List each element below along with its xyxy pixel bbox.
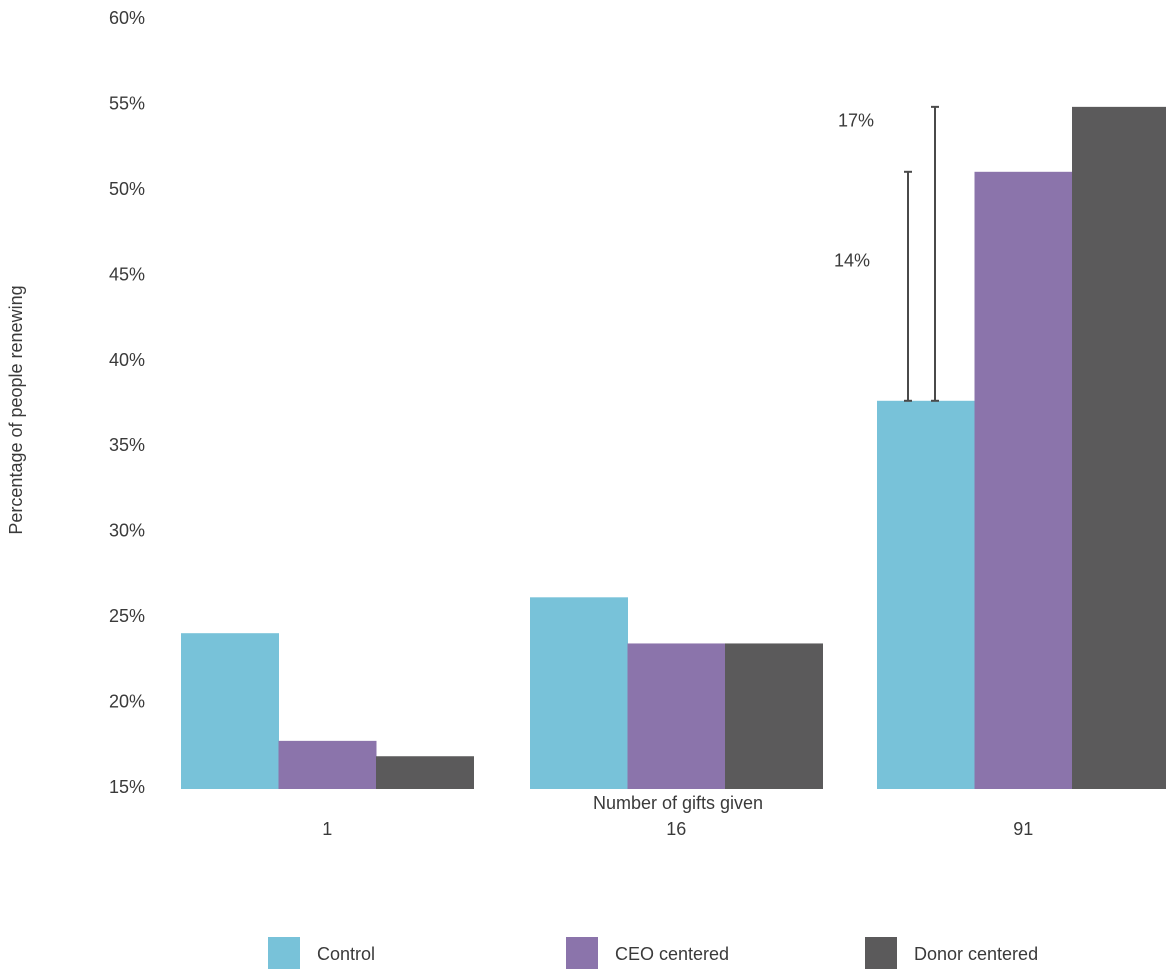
bar-ceo-centered-16 (627, 643, 726, 789)
y-axis-title: Percentage of people renewing (6, 285, 26, 534)
bar-control-16 (530, 597, 628, 789)
y-tick-label: 50% (109, 179, 145, 199)
legend-label: CEO centered (615, 944, 729, 964)
annotation-label: 17% (838, 111, 874, 131)
bar-donor-centered-16 (725, 643, 823, 789)
y-tick-label: 55% (109, 93, 145, 113)
y-tick-label: 15% (109, 777, 145, 797)
y-tick-label: 60% (109, 8, 145, 28)
bar-donor-centered-1 (376, 756, 474, 789)
x-tick-label: 16 (666, 819, 686, 839)
legend-swatch (865, 937, 897, 969)
bar-control-1 (181, 633, 279, 789)
y-tick-label: 20% (109, 692, 145, 712)
legend-item: CEO centered (566, 937, 729, 969)
bars (181, 106, 1166, 790)
bar-control-91 (877, 400, 975, 789)
annotation-bracket: 17% (838, 105, 939, 402)
y-tick-label: 35% (109, 435, 145, 455)
difference-annotations: 14% 17% (834, 105, 939, 402)
bar-donor-centered-91 (1072, 106, 1166, 789)
x-tick-label: 91 (1013, 819, 1033, 839)
annotation-label: 14% (834, 251, 870, 271)
annotation-bracket: 14% (834, 170, 912, 402)
y-tick-label: 40% (109, 350, 145, 370)
y-tick-label: 45% (109, 264, 145, 284)
y-axis-tick-labels: 15% 20% 25% 30% 35% 40% 45% 50% 55% 60% (109, 8, 145, 797)
bar-ceo-centered-91 (974, 171, 1073, 790)
y-tick-label: 25% (109, 606, 145, 626)
legend-swatch (268, 937, 300, 969)
legend-label: Control (317, 944, 375, 964)
legend-item: Donor centered (865, 937, 1038, 969)
legend-label: Donor centered (914, 944, 1038, 964)
bar-ceo-centered-1 (278, 740, 377, 789)
x-axis-title: Number of gifts given (593, 793, 763, 813)
y-tick-label: 30% (109, 521, 145, 541)
legend: Control CEO centered Donor centered (268, 937, 1038, 969)
legend-swatch (566, 937, 598, 969)
x-axis-tick-labels: 1 16 91 (322, 819, 1033, 839)
x-tick-label: 1 (322, 819, 332, 839)
legend-item: Control (268, 937, 375, 969)
